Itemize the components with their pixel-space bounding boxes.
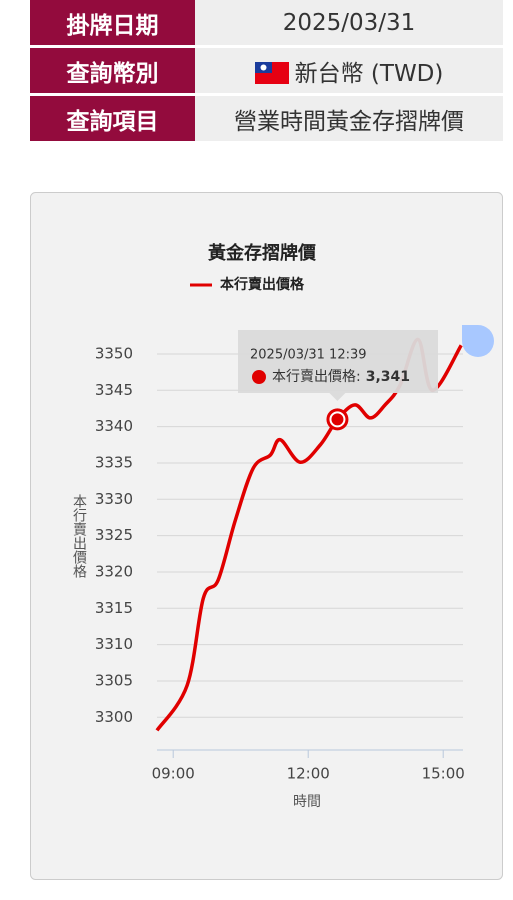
legend-label: 本行賣出價格 xyxy=(220,276,305,293)
value-cell: 2025/03/31 xyxy=(195,0,503,45)
key-cell: 查詢項目 xyxy=(30,96,195,141)
table-row: 查詢項目 營業時間黃金存摺牌價 xyxy=(30,96,503,141)
tooltip-value: 3,341 xyxy=(366,369,410,385)
y-tick-label: 3315 xyxy=(95,599,133,617)
cell-text: 新台幣 (TWD) xyxy=(294,60,444,87)
y-tick-label: 3320 xyxy=(95,562,133,580)
chart-title: 黃金存摺牌價 xyxy=(207,242,317,264)
y-tick-label: 3310 xyxy=(95,635,133,653)
table-row: 查詢幣別 新台幣 (TWD) xyxy=(30,48,503,93)
cell-text: 2025/03/31 xyxy=(282,9,416,36)
cell-text: 營業時間黃金存摺牌價 xyxy=(234,108,464,135)
y-tick-label: 3300 xyxy=(95,708,133,726)
value-cell: 營業時間黃金存摺牌價 xyxy=(195,96,503,141)
cell-text: 查詢幣別 xyxy=(66,60,159,87)
y-tick-label: 3305 xyxy=(95,671,133,689)
flag-icon xyxy=(254,61,289,84)
key-cell: 查詢幣別 xyxy=(30,48,195,93)
x-tick-label: 09:00 xyxy=(152,765,195,783)
value-cell: 新台幣 (TWD) xyxy=(195,48,503,93)
y-tick-label: 3340 xyxy=(95,417,133,435)
key-cell: 掛牌日期 xyxy=(30,0,195,45)
tooltip-title: 2025/03/31 12:39 xyxy=(250,348,367,363)
y-tick-label: 3345 xyxy=(95,381,133,399)
hover-point-ring xyxy=(329,411,346,428)
zoom-handle xyxy=(462,325,494,357)
cell-text: 掛牌日期 xyxy=(66,12,159,39)
y-tick-label: 3335 xyxy=(95,453,133,471)
info-table: 掛牌日期 2025/03/31 查詢幣別 新台幣 (TWD) 查詢項目 營業時間黃金存摺牌… xyxy=(30,0,503,144)
x-axis-label: 時間 xyxy=(293,794,321,810)
tooltip-box xyxy=(238,330,438,401)
y-tick-label: 3325 xyxy=(95,526,133,544)
tooltip-dot xyxy=(252,370,266,384)
x-tick-label: 15:00 xyxy=(422,765,465,783)
y-tick-label: 3350 xyxy=(95,344,133,362)
y-axis-label: 本行賣出價格 xyxy=(71,494,87,578)
table-row: 掛牌日期 2025/03/31 xyxy=(30,0,503,45)
cell-text: 查詢項目 xyxy=(66,108,159,135)
x-tick-label: 12:00 xyxy=(287,765,330,783)
tooltip-text: 本行賣出價格: 3,341 xyxy=(272,368,410,385)
y-tick-label: 3330 xyxy=(95,490,133,508)
tooltip-name: 本行賣出價格: xyxy=(272,368,361,385)
